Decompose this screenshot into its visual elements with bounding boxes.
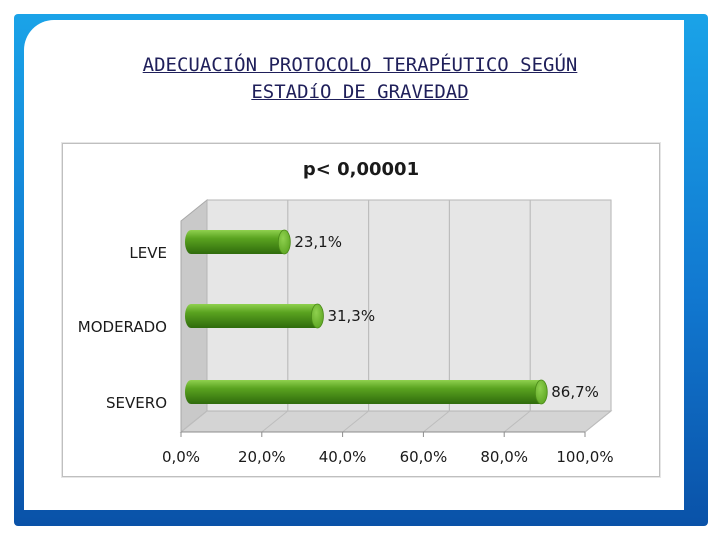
slide-title: ADECUACIÓN PROTOCOLO TERAPÉUTICO SEGÚN E… bbox=[40, 52, 680, 106]
gridline-floor bbox=[584, 410, 612, 433]
x-tick-label: 40,0% bbox=[319, 448, 367, 466]
chart-title: p< 0,00001 bbox=[303, 159, 419, 180]
gridline-floor bbox=[261, 410, 289, 433]
category-label: MODERADO bbox=[78, 318, 167, 336]
bar-end-cap bbox=[534, 379, 548, 405]
bar bbox=[191, 380, 542, 404]
bar-end-cap bbox=[277, 229, 291, 255]
x-tick-label: 80,0% bbox=[480, 448, 528, 466]
bar-base-cap bbox=[185, 380, 197, 404]
gridline-floor bbox=[423, 410, 450, 433]
gridline-floor bbox=[342, 410, 369, 433]
x-tick-label: 0,0% bbox=[162, 448, 200, 466]
chart-container: 23,1% LEVE 31,3% MODERADO 86,7% SEVERO 0,0% 20,… bbox=[62, 143, 660, 477]
x-tick-label: 60,0% bbox=[400, 448, 448, 466]
data-label: 23,1% bbox=[294, 233, 342, 251]
data-label: 86,7% bbox=[551, 383, 599, 401]
bar bbox=[191, 304, 318, 328]
slide-title-line-1: ADECUACIÓN PROTOCOLO TERAPÉUTICO SEGÚN bbox=[142, 54, 578, 76]
x-tick-label: 100,0% bbox=[556, 448, 613, 466]
category-label: LEVE bbox=[129, 244, 167, 262]
plot-floor bbox=[179, 410, 613, 433]
slide-title-line-2: ESTADíO DE GRAVEDAD bbox=[251, 81, 469, 103]
gridline-floor bbox=[180, 410, 208, 433]
gridline-floor bbox=[503, 410, 531, 433]
bar-base-cap bbox=[185, 304, 197, 328]
category-label: SEVERO bbox=[106, 394, 167, 412]
data-label: 31,3% bbox=[327, 307, 375, 325]
bar-end-cap bbox=[311, 303, 324, 329]
bar-base-cap bbox=[185, 230, 197, 254]
bar bbox=[191, 230, 285, 254]
bar-chart: 23,1% LEVE 31,3% MODERADO 86,7% SEVERO 0,0% 20,… bbox=[78, 159, 614, 466]
x-tick-label: 20,0% bbox=[238, 448, 286, 466]
